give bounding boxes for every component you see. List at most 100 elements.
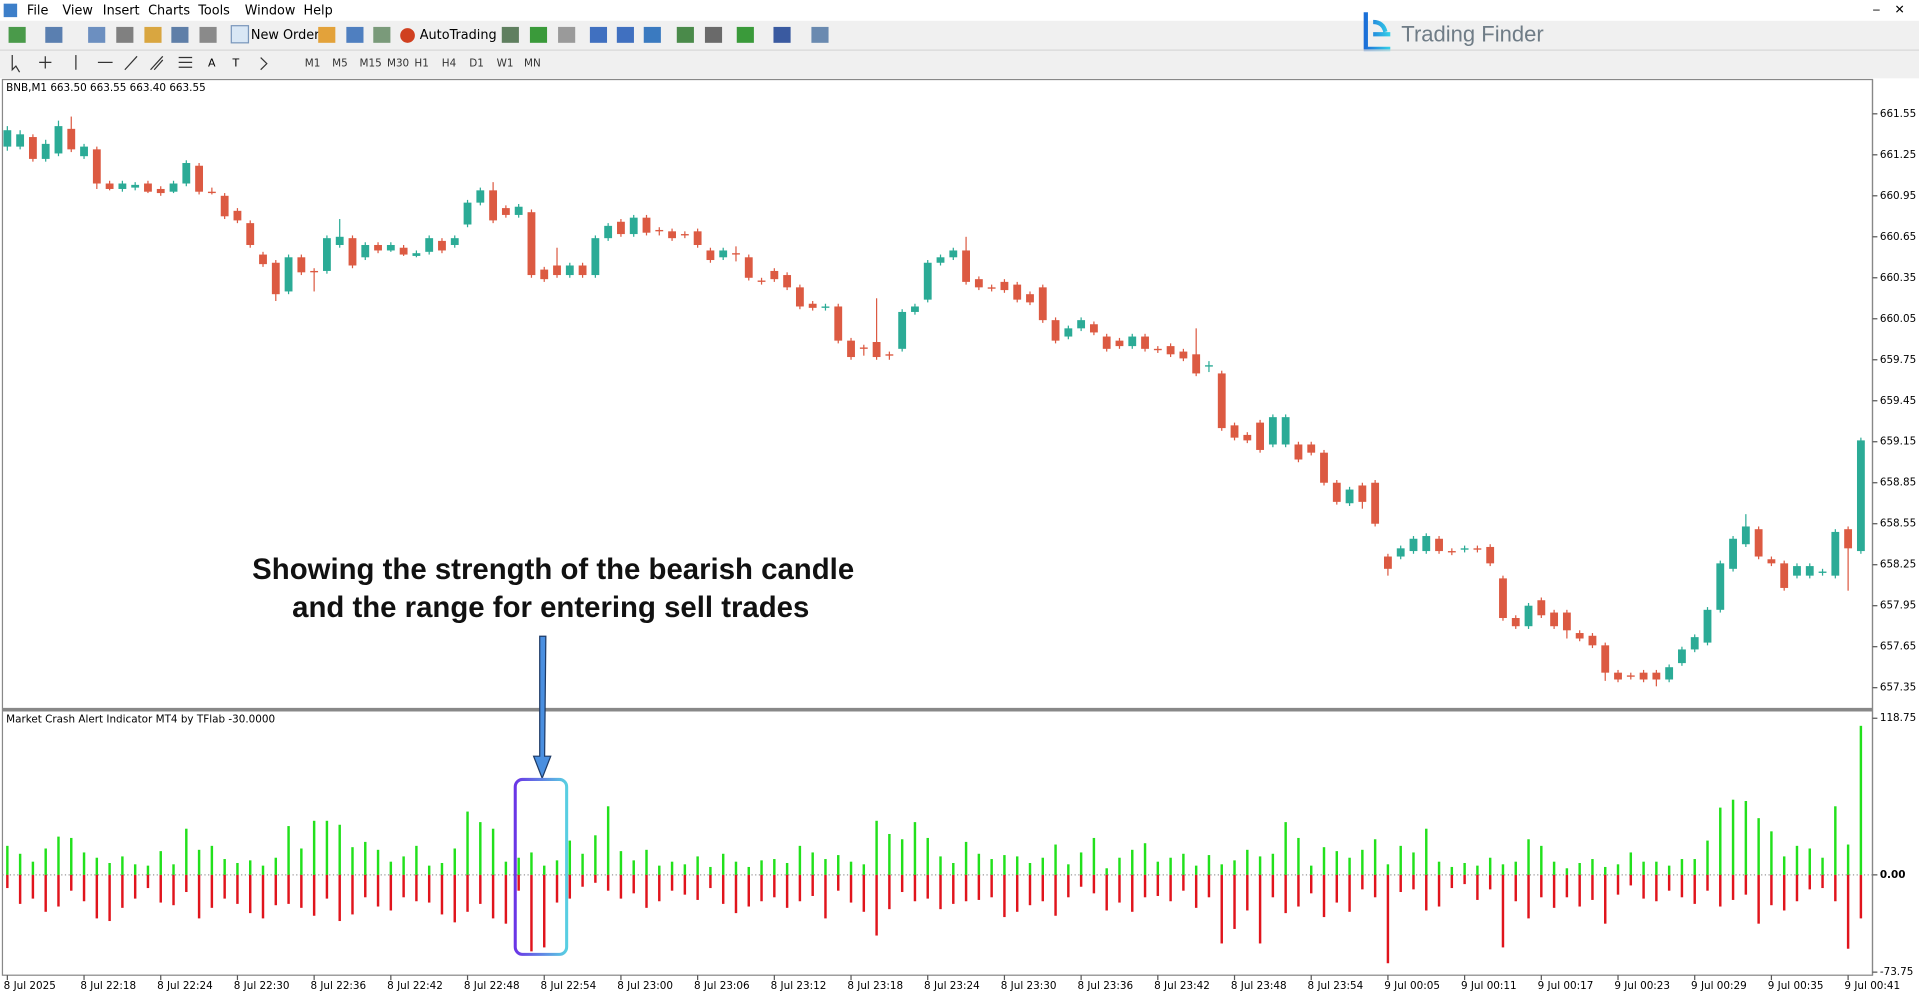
timeframe[interactable]: M15 [360, 58, 382, 70]
menu-item[interactable]: Tools [197, 4, 230, 19]
menu-item[interactable]: Window [245, 4, 296, 19]
histogram-bar [1706, 874, 1709, 891]
timeframe[interactable]: W1 [497, 58, 514, 70]
menu-item[interactable]: Insert [103, 4, 140, 19]
histogram-bar [1258, 856, 1262, 875]
histogram-bar [1271, 853, 1275, 875]
x-tick-label: 8 Jul 22:18 [80, 980, 136, 992]
tool-icon[interactable] [529, 26, 548, 43]
histogram-bar [900, 839, 904, 875]
timeframe[interactable]: M5 [332, 58, 348, 70]
menu-item[interactable]: View [62, 4, 92, 19]
tool-icon[interactable] [704, 26, 723, 43]
cursor-tool[interactable] [11, 55, 21, 73]
histogram-bar [1450, 874, 1454, 889]
channel-tool[interactable] [150, 55, 164, 71]
fibo-tool[interactable] [178, 56, 193, 68]
candle-body [668, 231, 676, 239]
histogram-bar [1808, 874, 1811, 890]
candle-body [476, 190, 485, 203]
autotrading[interactable]: AutoTrading [420, 28, 497, 43]
arrow-tool[interactable] [260, 57, 268, 71]
candle-body [1588, 635, 1597, 646]
timeframe[interactable]: D1 [469, 58, 484, 70]
tool-icon[interactable] [589, 26, 608, 43]
histogram-bar [415, 874, 418, 902]
crosshair-tool[interactable] [39, 56, 52, 69]
tool-icon[interactable] [116, 26, 134, 43]
candle-body [1345, 489, 1354, 504]
histogram-bar [1003, 874, 1006, 918]
tool-icon[interactable] [199, 26, 217, 43]
histogram-bar [427, 874, 431, 903]
candle-body [1077, 320, 1086, 329]
candle-body [1026, 294, 1034, 303]
tool-icon[interactable] [616, 26, 634, 43]
tool-icon[interactable] [558, 26, 576, 43]
autotrading-icon[interactable] [400, 28, 415, 43]
tool-icon[interactable] [8, 26, 26, 43]
tool-icon[interactable] [88, 26, 106, 43]
menu-item[interactable]: Help [304, 4, 333, 19]
x-tick-label: 8 Jul 23:12 [771, 980, 827, 992]
timeframe[interactable]: H1 [414, 58, 428, 70]
candle-body [450, 238, 459, 245]
candle-body [642, 217, 651, 233]
close[interactable]: ✕ [1895, 2, 1905, 16]
tool-icon[interactable] [346, 26, 364, 43]
tool-icon[interactable] [373, 26, 391, 43]
candle-body [1000, 281, 1009, 291]
minimize[interactable]: ‒ [1872, 2, 1880, 16]
histogram-bar [1488, 874, 1492, 890]
histogram-bar [1258, 874, 1262, 944]
histogram-bar [1450, 866, 1454, 875]
timeframe[interactable]: M1 [305, 58, 321, 70]
menu-item[interactable]: Charts [148, 4, 190, 19]
timeframe[interactable]: M30 [387, 58, 409, 70]
histogram-bar [6, 845, 9, 875]
histogram-bar [683, 864, 687, 875]
candle-body [1256, 422, 1265, 450]
timeframe[interactable]: MN [524, 58, 541, 70]
histogram-bar [964, 874, 968, 902]
tool-icon[interactable] [171, 26, 189, 43]
histogram-bar [172, 864, 175, 875]
histogram-bar [696, 856, 699, 875]
tool-icon[interactable] [811, 26, 829, 43]
label-tool[interactable]: T [232, 57, 240, 70]
candle-body [1294, 444, 1303, 460]
histogram-bar [325, 874, 329, 899]
tool-icon[interactable] [676, 26, 694, 43]
histogram-bar [351, 847, 354, 875]
histogram-bar [1591, 874, 1594, 900]
tool-icon[interactable] [45, 26, 63, 43]
tool-icon[interactable] [643, 26, 661, 43]
timeframe[interactable]: H4 [442, 58, 457, 70]
new-order-icon[interactable] [230, 25, 250, 44]
tool-icon[interactable] [318, 26, 336, 43]
histogram-bar [440, 862, 444, 875]
trend-tool[interactable] [124, 55, 138, 71]
menu-item[interactable]: File [27, 4, 49, 19]
y-tick-label: 659.75 [1880, 354, 1916, 366]
tool-icon[interactable] [144, 26, 162, 43]
histogram-bar [1373, 874, 1377, 898]
histogram-bar [785, 874, 789, 908]
histogram-bar [696, 874, 699, 900]
candle-body [1716, 563, 1725, 610]
candle-body [1575, 633, 1584, 639]
candle-body [1332, 482, 1341, 502]
new-order[interactable]: New Order [251, 28, 320, 43]
x-tick-label: 9 Jul 00:17 [1538, 980, 1594, 992]
tool-icon[interactable] [501, 26, 519, 43]
histogram-bar [734, 874, 738, 914]
tool-icon[interactable] [736, 26, 754, 43]
histogram-bar [1092, 874, 1096, 894]
histogram-bar [1067, 874, 1070, 898]
tool-icon[interactable] [773, 26, 791, 43]
text-tool[interactable]: A [208, 57, 216, 70]
histogram-bar [274, 874, 278, 906]
histogram-bar [1233, 860, 1236, 875]
candle-body [1486, 546, 1495, 564]
candle-body [131, 184, 140, 188]
